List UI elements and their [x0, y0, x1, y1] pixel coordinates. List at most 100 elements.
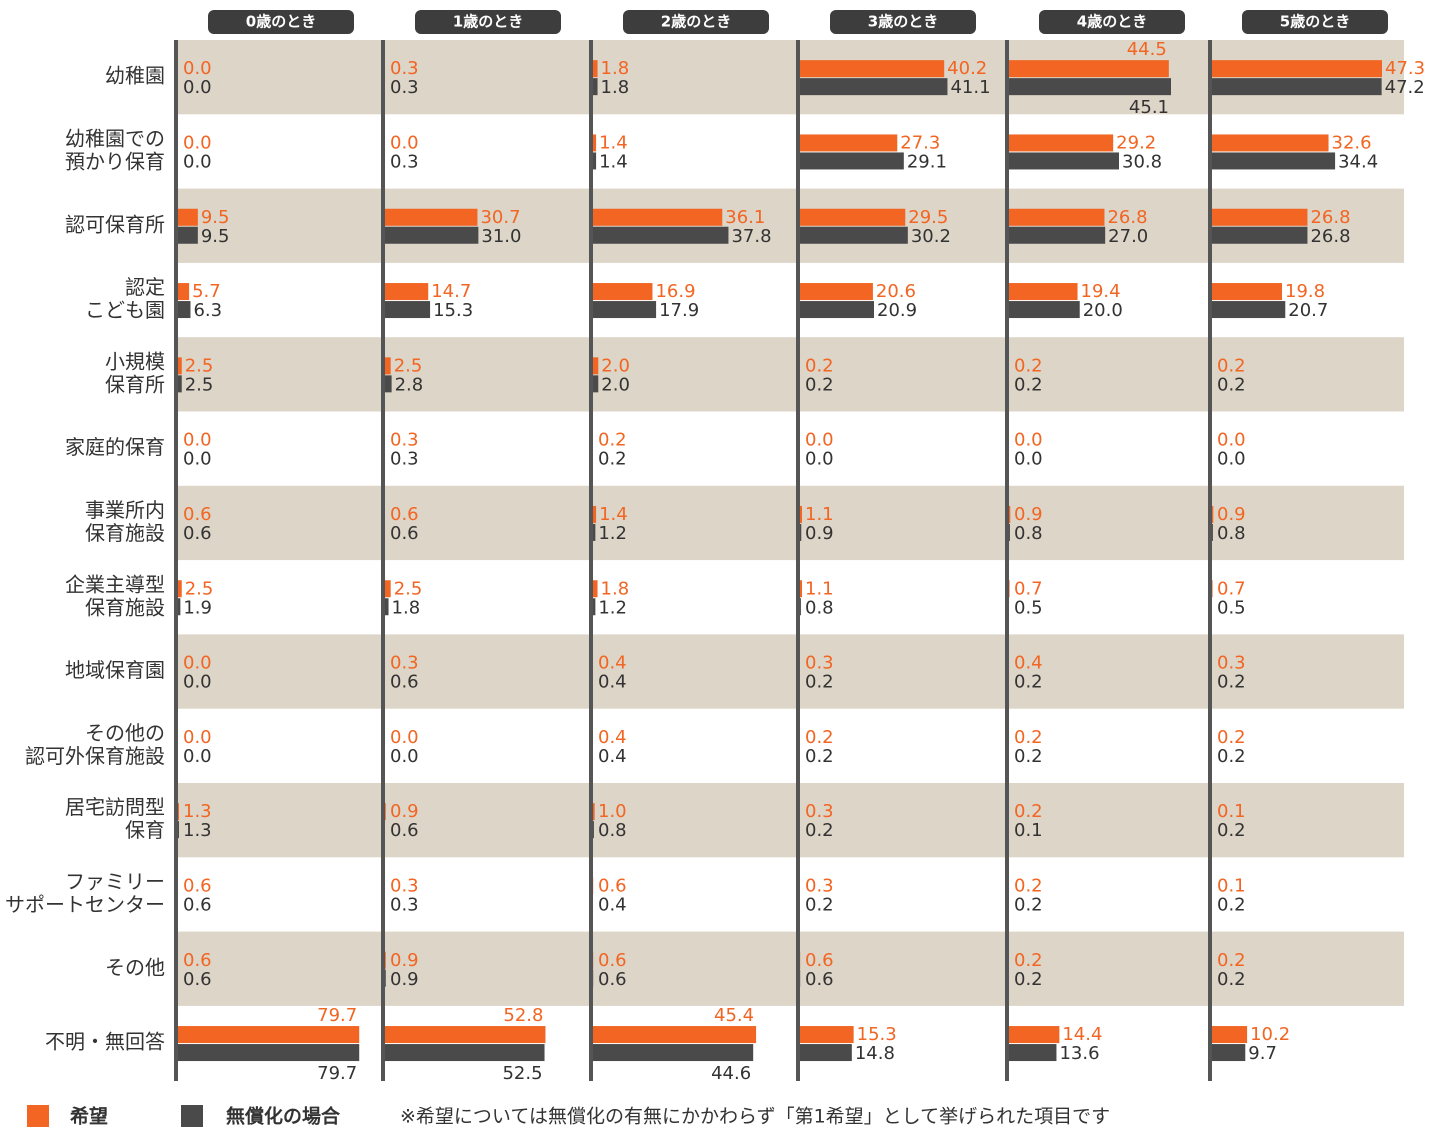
value-label: 0.6: [183, 950, 212, 971]
value-label: 30.8: [1122, 151, 1162, 172]
value-label: 1.4: [599, 151, 628, 172]
value-label: 0.2: [1014, 950, 1043, 971]
value-label: 1.9: [183, 597, 212, 618]
bar: [176, 375, 182, 393]
bar: [798, 283, 873, 301]
bar: [383, 598, 389, 616]
value-label: 0.2: [1217, 820, 1246, 841]
value-label: 0.0: [183, 653, 212, 674]
value-label: 14.4: [1062, 1024, 1102, 1045]
value-label: 0.2: [1217, 672, 1246, 693]
value-label: 0.2: [805, 355, 834, 376]
value-label: 31.0: [481, 226, 521, 247]
value-label: 0.9: [390, 969, 419, 990]
value-label: 0.2: [805, 820, 834, 841]
value-label: 2.5: [185, 578, 214, 599]
value-label: 0.3: [805, 801, 834, 822]
bar: [591, 1044, 754, 1062]
value-label: 0.4: [1014, 653, 1043, 674]
value-label: 20.0: [1083, 300, 1123, 321]
panel-header: [415, 10, 561, 34]
category-label: 保育施設: [85, 521, 165, 545]
bar: [383, 357, 391, 375]
value-label: 29.1: [907, 151, 947, 172]
category-label: その他: [105, 955, 165, 979]
bar: [591, 78, 598, 96]
bar: [1210, 152, 1336, 170]
value-label: 1.4: [599, 132, 628, 153]
category-label: 保育: [125, 818, 165, 842]
value-label: 0.6: [183, 504, 212, 525]
category-label: 企業主導型: [65, 572, 165, 596]
bar: [1007, 226, 1106, 244]
bar: [591, 134, 597, 152]
value-label: 0.2: [1014, 894, 1043, 915]
value-label: 0.9: [805, 523, 834, 544]
value-label: 1.4: [599, 504, 628, 525]
panel-header: [208, 10, 354, 34]
value-label: 6.3: [193, 300, 222, 321]
value-label: 2.0: [601, 355, 630, 376]
category-label: 認可保育所: [65, 212, 165, 236]
value-label: 0.2: [1014, 355, 1043, 376]
panel-title: 4歳のとき: [1077, 13, 1147, 31]
value-label: 10.2: [1250, 1024, 1290, 1045]
value-label: 0.2: [1217, 746, 1246, 767]
bar: [176, 1044, 360, 1062]
value-label: 0.2: [1014, 727, 1043, 748]
value-label: 1.3: [183, 801, 212, 822]
value-label: 2.5: [394, 578, 423, 599]
value-label: 20.6: [876, 281, 916, 302]
value-label: 1.8: [601, 578, 630, 599]
value-label: 0.2: [805, 672, 834, 693]
bar: [591, 226, 729, 244]
value-label: 0.0: [183, 430, 212, 451]
value-label: 0.3: [805, 653, 834, 674]
value-label: 13.6: [1059, 1043, 1099, 1064]
value-label: 0.3: [390, 894, 419, 915]
value-label: 0.8: [1014, 523, 1043, 544]
value-label: 2.5: [394, 355, 423, 376]
value-label: 0.1: [1014, 820, 1043, 841]
panel-header: [830, 10, 976, 34]
value-label: 19.4: [1081, 281, 1121, 302]
value-label: 0.9: [390, 801, 419, 822]
bar: [1007, 152, 1119, 170]
value-label: 0.0: [183, 672, 212, 693]
value-label: 14.8: [855, 1043, 895, 1064]
legend-label: 希望: [70, 1105, 108, 1128]
legend-swatch: [181, 1105, 203, 1127]
value-label: 0.0: [183, 151, 212, 172]
value-label: 44.5: [1127, 39, 1167, 60]
bar: [591, 283, 653, 301]
value-label: 1.1: [805, 504, 834, 525]
bar: [591, 301, 657, 319]
value-label: 0.3: [390, 875, 419, 896]
bar: [1210, 1044, 1246, 1062]
value-label: 0.0: [1217, 430, 1246, 451]
value-label: 0.8: [598, 820, 627, 841]
panel-title: 0歳のとき: [246, 13, 316, 31]
value-label: 0.6: [183, 875, 212, 896]
value-label: 27.0: [1108, 226, 1148, 247]
value-label: 0.6: [183, 969, 212, 990]
panel-title: 1歳のとき: [453, 13, 523, 31]
value-label: 0.7: [1217, 578, 1246, 599]
category-label: 地域保育園: [65, 658, 165, 682]
value-label: 0.0: [183, 449, 212, 470]
value-label: 9.7: [1248, 1043, 1277, 1064]
value-label: 14.7: [431, 281, 471, 302]
bar: [798, 1044, 852, 1062]
row-band: [176, 485, 1404, 561]
value-label: 1.2: [598, 523, 627, 544]
bar: [798, 208, 906, 226]
category-label: 保育施設: [85, 595, 165, 619]
value-label: 0.2: [598, 449, 627, 470]
bar: [1007, 60, 1169, 78]
legend-label: 無償化の場合: [226, 1105, 341, 1128]
value-label: 17.9: [659, 300, 699, 321]
value-label: 0.0: [1014, 430, 1043, 451]
value-label: 26.8: [1310, 226, 1350, 247]
value-label: 0.0: [805, 430, 834, 451]
